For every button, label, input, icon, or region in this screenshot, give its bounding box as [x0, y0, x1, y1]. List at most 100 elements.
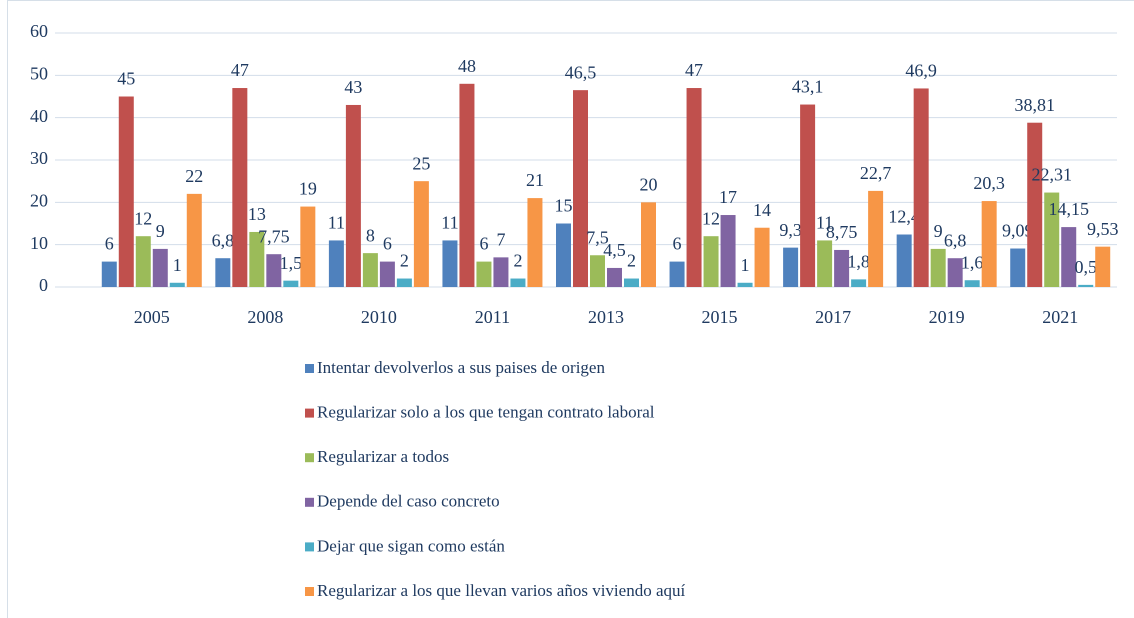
bar: [249, 231, 265, 287]
data-label: 46,9: [905, 61, 937, 81]
x-tick-label: 2008: [247, 307, 283, 327]
data-label: 1,5: [280, 253, 303, 273]
bar: [266, 254, 282, 287]
bar: [703, 236, 719, 287]
bar: [573, 90, 588, 288]
bar: [152, 248, 168, 287]
data-label: 14: [753, 200, 771, 220]
bar: [590, 255, 605, 287]
bar: [1078, 284, 1094, 287]
data-label: 4,5: [603, 240, 626, 260]
bar: [476, 261, 492, 287]
bar: [379, 261, 395, 287]
bar: [1027, 122, 1043, 287]
bar: [851, 279, 867, 287]
data-label: 9,09: [1002, 221, 1034, 241]
data-label: 22: [185, 166, 203, 186]
data-label: 7,75: [258, 226, 290, 246]
data-label: 47: [685, 60, 703, 80]
data-label: 6,8: [212, 230, 235, 250]
legend-label: Depende del caso concreto: [317, 492, 500, 511]
legend-label: Regularizar solo a los que tengan contra…: [317, 403, 655, 422]
bar: [510, 278, 526, 287]
bar: [981, 201, 997, 287]
x-tick-label: 2015: [702, 307, 738, 327]
bar: [328, 240, 344, 287]
data-label: 9: [156, 221, 165, 241]
bar: [527, 198, 543, 287]
data-label: 17: [719, 187, 737, 207]
legend-swatch: [305, 497, 314, 507]
data-label: 8,75: [826, 222, 858, 242]
data-label: 1: [741, 255, 750, 275]
data-label: 22,7: [860, 163, 892, 183]
data-label: 11: [328, 213, 345, 233]
bar: [624, 278, 639, 287]
bar: [896, 234, 912, 287]
bar: [413, 181, 429, 287]
bar: [135, 236, 151, 287]
data-label: 6: [479, 234, 488, 254]
data-label: 1,6: [961, 252, 984, 272]
data-label: 43,1: [792, 77, 824, 97]
legend-label: Regularizar a los que llevan varios años…: [317, 581, 685, 600]
bar: [913, 88, 929, 287]
x-tick-label: 2005: [134, 307, 170, 327]
bar: [930, 248, 946, 287]
data-label: 7,5: [586, 227, 609, 247]
data-label: 2: [513, 251, 522, 271]
x-tick-label: 2010: [361, 307, 397, 327]
bar: [641, 202, 656, 287]
data-label: 20: [640, 174, 658, 194]
data-label: 22,31: [1031, 165, 1072, 185]
bar: [607, 267, 622, 287]
data-label: 1,8: [847, 252, 870, 272]
data-label: 7: [496, 229, 505, 249]
bar: [459, 83, 475, 287]
data-label: 11: [816, 213, 833, 233]
bar: [493, 257, 509, 287]
data-label: 46,5: [565, 62, 597, 82]
y-tick-label: 60: [30, 21, 48, 41]
y-tick-label: 30: [30, 148, 48, 168]
data-label: 6: [105, 234, 114, 254]
y-tick-label: 10: [30, 233, 48, 253]
bar: [947, 258, 963, 287]
legend-label: Dejar que sigan como están: [317, 536, 505, 555]
data-label: 13: [248, 204, 266, 224]
data-label: 6: [673, 234, 682, 254]
bar: [1061, 227, 1077, 287]
chart-border: [7, 0, 1134, 618]
data-label: 21: [526, 170, 544, 190]
bar: [442, 240, 458, 287]
data-label: 6: [383, 234, 392, 254]
legend-swatch: [305, 364, 314, 373]
bar: [1044, 192, 1060, 287]
bar: [1095, 246, 1111, 287]
legend-swatch: [305, 587, 314, 596]
y-tick-label: 20: [30, 190, 48, 210]
data-label: 14,15: [1048, 199, 1089, 219]
data-label: 12: [134, 208, 152, 228]
data-label: 0,5: [1074, 257, 1097, 277]
data-label: 38,81: [1014, 95, 1055, 115]
data-label: 48: [458, 56, 476, 76]
data-label: 15: [555, 196, 573, 216]
bar: [669, 261, 685, 287]
data-label: 6,8: [944, 230, 967, 250]
y-tick-label: 40: [30, 106, 48, 126]
data-label: 11: [441, 213, 458, 233]
legend-label: Regularizar a todos: [317, 447, 449, 466]
bar: [169, 282, 185, 287]
bar: [720, 215, 736, 287]
bar: [754, 227, 770, 287]
data-label: 25: [412, 153, 430, 173]
bar: [783, 247, 799, 287]
bar: [686, 88, 702, 288]
bar: [345, 104, 361, 287]
bar: [800, 104, 816, 287]
bar: [737, 282, 753, 287]
x-tick-label: 2017: [815, 307, 851, 327]
bar: [817, 240, 833, 287]
